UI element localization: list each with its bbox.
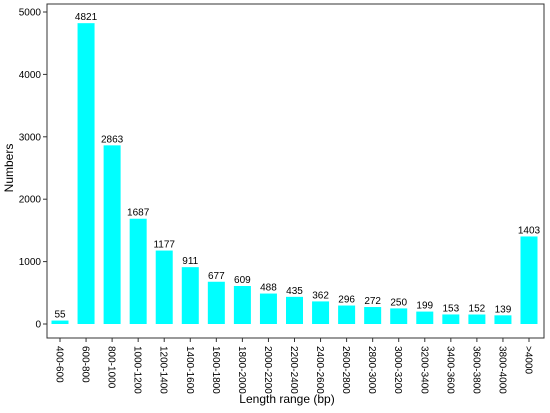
plot-border: [46, 3, 545, 339]
plot-frame: [46, 3, 545, 339]
y-axis-title: Numbers: [2, 144, 16, 193]
bar: [468, 314, 486, 324]
bar: [442, 314, 460, 324]
x-tick-label: 1600-1800: [210, 346, 221, 394]
bar: [364, 307, 382, 324]
x-tick-label: 3000-3200: [392, 346, 403, 394]
data-label: 139: [495, 304, 512, 315]
x-tick-label: 2200-2400: [288, 346, 299, 394]
data-label: 1687: [127, 208, 150, 219]
bar: [77, 23, 95, 325]
data-label: 272: [364, 296, 381, 307]
data-label: 911: [182, 256, 198, 267]
x-tick-label: 1000-1200: [132, 346, 143, 394]
bars: [51, 23, 538, 325]
x-tick-label: 1800-2000: [236, 346, 247, 394]
y-tick-label: 4000: [19, 70, 42, 81]
bar: [129, 218, 147, 324]
data-label: 199: [416, 301, 433, 312]
bar: [286, 296, 303, 324]
x-tick-label: 3200-3400: [418, 346, 429, 394]
data-label: 362: [312, 290, 329, 301]
bar: [155, 250, 173, 324]
y-axis: 0 1000 2000 3000 4000 5000: [19, 8, 47, 331]
data-label: 4821: [75, 12, 98, 23]
bar: [338, 305, 356, 324]
bar: [312, 301, 330, 324]
bar: [51, 320, 69, 324]
bar: [416, 311, 434, 324]
data-label: 435: [286, 286, 303, 297]
data-label: 609: [234, 275, 251, 286]
y-tick-label: 5000: [19, 8, 42, 19]
x-tick-label: 3800-4000: [496, 346, 507, 394]
x-tick-label: 2600-2800: [340, 346, 351, 394]
data-label: 153: [442, 303, 459, 314]
bar: [103, 145, 121, 324]
data-label: 152: [469, 304, 486, 315]
x-tick-label: 600-800: [80, 346, 91, 383]
data-labels: 55 4821 2863 1687 1177 911 677 609 488 435 362 296 2…: [54, 12, 540, 320]
x-tick-label: 2800-3000: [366, 346, 377, 394]
x-tick-label: 1400-1600: [184, 346, 195, 394]
x-axis: 400-600 600-800 800-1000 1000-1200 1200-1400…: [54, 338, 534, 394]
x-tick-label: 400-600: [54, 346, 65, 383]
x-tick-label: 3600-3800: [470, 346, 481, 394]
data-label: 1403: [518, 225, 541, 236]
bar: [181, 267, 199, 324]
data-label: 2863: [101, 134, 124, 145]
x-tick-label: 1200-1400: [158, 346, 169, 394]
x-tick-label: 800-1000: [106, 346, 117, 389]
bar: [233, 285, 251, 324]
y-tick-label: 0: [35, 320, 41, 331]
x-axis-title: Length range (bp): [239, 392, 334, 406]
x-tick-label: 2000-2200: [262, 346, 273, 394]
bar: [207, 281, 225, 324]
x-tick-label: >4000: [523, 346, 534, 375]
x-tick-label: 3400-3600: [444, 346, 455, 394]
x-tick-label: 2400-2600: [314, 346, 325, 394]
data-label: 677: [208, 271, 225, 282]
y-tick-label: 3000: [19, 132, 42, 143]
data-label: 488: [260, 283, 277, 294]
data-label: 55: [54, 310, 66, 321]
y-tick-label: 2000: [19, 195, 42, 206]
bar: [520, 236, 538, 324]
data-label: 250: [390, 297, 407, 308]
y-tick-label: 1000: [19, 257, 42, 268]
bar: [259, 293, 277, 324]
data-label: 296: [338, 295, 355, 306]
bar: [390, 308, 408, 324]
bar: [494, 315, 512, 324]
data-label: 1177: [153, 240, 175, 251]
